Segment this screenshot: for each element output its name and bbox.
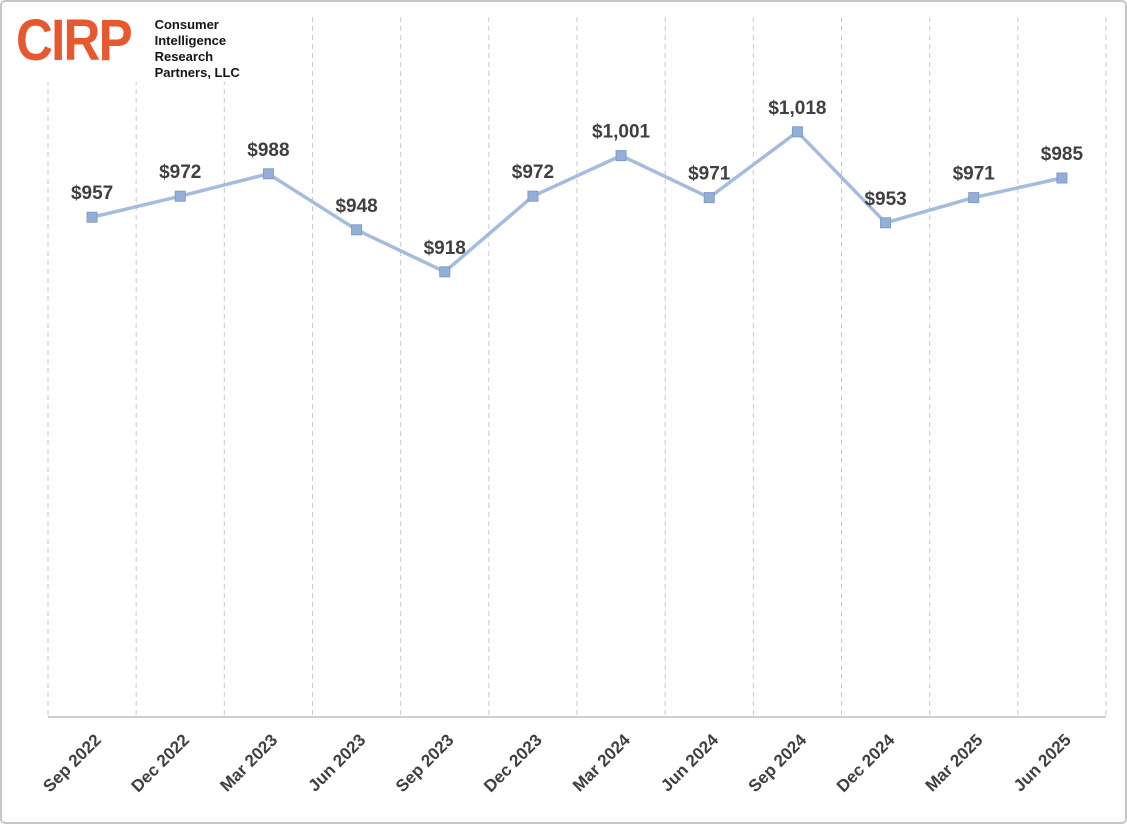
logo-subtext-line-1: Consumer [154, 17, 219, 32]
x-axis-label: Mar 2024 [569, 730, 634, 795]
x-axis-label: Sep 2023 [392, 730, 458, 796]
data-point-marker [527, 190, 539, 202]
logo-subtext-line-2: Intelligence [154, 32, 227, 48]
cirp-logo-subtext: Consumer Intelligence Research Partners,… [155, 14, 240, 80]
logo-subtext-line-4: Partners, LLC [154, 64, 240, 80]
data-point-marker [351, 224, 363, 236]
x-axis-label: Jun 2023 [305, 730, 370, 795]
data-label: $972 [512, 162, 554, 183]
data-point-marker [703, 192, 715, 204]
data-point-marker [174, 190, 186, 202]
data-point-marker [880, 217, 892, 229]
data-point-marker [615, 150, 627, 162]
data-label: $918 [424, 238, 466, 259]
cirp-logo-text: CIRP [16, 8, 133, 73]
x-axis-label: Dec 2023 [480, 730, 546, 796]
data-point-marker [439, 266, 451, 278]
x-axis-label: Dec 2024 [833, 730, 899, 796]
data-label: $985 [1041, 144, 1084, 165]
data-point-marker [262, 168, 274, 180]
data-point-marker [791, 126, 803, 138]
data-label: $972 [159, 162, 201, 183]
data-label: $988 [247, 140, 289, 161]
data-line [91, 130, 1063, 274]
data-label: $1,001 [592, 122, 651, 143]
data-label: $948 [335, 196, 377, 217]
x-axis-label: Mar 2025 [922, 730, 987, 795]
data-point-marker [968, 192, 980, 204]
data-label: $1,018 [768, 98, 826, 119]
data-label: $957 [71, 183, 113, 204]
data-point-marker [1056, 172, 1068, 184]
x-axis-label: Jun 2024 [657, 730, 722, 795]
data-label: $971 [688, 164, 731, 185]
data-label: $971 [953, 164, 996, 185]
data-point-marker [86, 211, 98, 223]
x-axis-label: Dec 2022 [128, 730, 194, 796]
x-axis-label: Mar 2023 [216, 730, 281, 795]
x-axis-label: Sep 2022 [39, 730, 105, 796]
x-axis-label: Sep 2024 [745, 730, 811, 796]
logo-subtext-line-3: Research [154, 48, 214, 64]
x-axis-label: Jun 2025 [1010, 730, 1075, 795]
data-label: $953 [864, 189, 906, 210]
cirp-logo: CIRP Consumer Intelligence Research Part… [16, 8, 246, 83]
